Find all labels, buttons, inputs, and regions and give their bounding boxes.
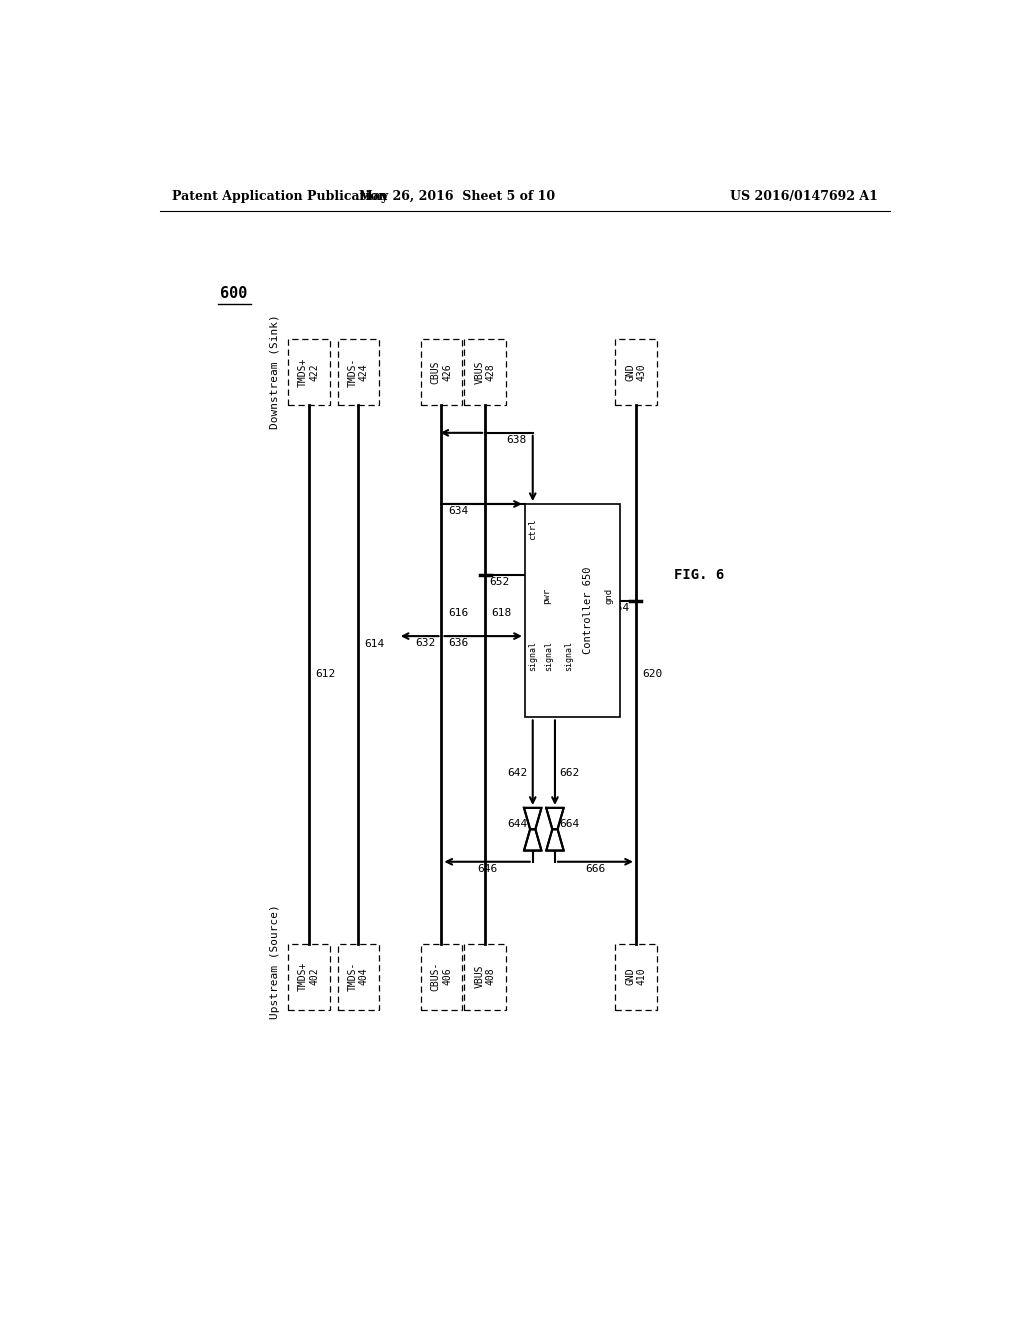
- Bar: [615, 944, 656, 1010]
- Text: 632: 632: [415, 639, 435, 648]
- Bar: [465, 339, 506, 405]
- Text: ctrl: ctrl: [528, 519, 538, 540]
- Text: Upstream (Source): Upstream (Source): [269, 904, 280, 1019]
- Text: 642: 642: [508, 768, 528, 779]
- Text: 654: 654: [609, 603, 630, 612]
- Text: 662: 662: [560, 768, 580, 779]
- Text: 618: 618: [492, 609, 512, 618]
- Polygon shape: [524, 829, 542, 850]
- Bar: [338, 339, 379, 405]
- Text: FIG. 6: FIG. 6: [674, 568, 725, 582]
- Text: 616: 616: [447, 609, 468, 618]
- Polygon shape: [524, 808, 542, 829]
- Text: gnd: gnd: [604, 587, 613, 603]
- Polygon shape: [546, 829, 563, 850]
- Text: 644: 644: [508, 820, 528, 829]
- Bar: [289, 339, 330, 405]
- Text: 614: 614: [365, 639, 385, 648]
- Text: 664: 664: [560, 820, 580, 829]
- Bar: [465, 944, 506, 1010]
- Text: Controller 650: Controller 650: [584, 568, 593, 655]
- Text: CBUS-
406: CBUS- 406: [431, 962, 453, 991]
- Text: CBUS
426: CBUS 426: [431, 360, 453, 384]
- Text: pwr: pwr: [542, 587, 551, 603]
- Text: signal: signal: [528, 642, 538, 672]
- Text: VBUS
408: VBUS 408: [474, 965, 496, 989]
- Text: TMDS-
404: TMDS- 404: [347, 962, 369, 991]
- Text: 666: 666: [586, 865, 605, 874]
- Text: 612: 612: [315, 669, 336, 680]
- Text: VBUS
428: VBUS 428: [474, 360, 496, 384]
- Text: GND
410: GND 410: [625, 968, 647, 986]
- Text: TMDS+
402: TMDS+ 402: [298, 962, 319, 991]
- Text: GND
430: GND 430: [625, 363, 647, 380]
- Text: 636: 636: [447, 639, 468, 648]
- Text: Patent Application Publication: Patent Application Publication: [172, 190, 387, 202]
- Bar: [421, 944, 462, 1010]
- Text: signal: signal: [544, 642, 553, 672]
- Text: signal: signal: [564, 642, 573, 672]
- Bar: [615, 339, 656, 405]
- Bar: [421, 339, 462, 405]
- Bar: [338, 944, 379, 1010]
- Text: 634: 634: [447, 506, 468, 516]
- Text: TMDS-
424: TMDS- 424: [347, 358, 369, 387]
- Text: May 26, 2016  Sheet 5 of 10: May 26, 2016 Sheet 5 of 10: [359, 190, 555, 202]
- Text: 600: 600: [220, 286, 247, 301]
- Text: 620: 620: [642, 669, 663, 680]
- Polygon shape: [546, 808, 563, 829]
- Bar: [289, 944, 330, 1010]
- Bar: [524, 504, 620, 718]
- Text: 638: 638: [507, 436, 527, 445]
- Text: TMDS+
422: TMDS+ 422: [298, 358, 319, 387]
- Text: 652: 652: [489, 577, 509, 587]
- Text: US 2016/0147692 A1: US 2016/0147692 A1: [730, 190, 878, 202]
- Text: 646: 646: [477, 865, 498, 874]
- Text: Downstream (Sink): Downstream (Sink): [269, 314, 280, 429]
